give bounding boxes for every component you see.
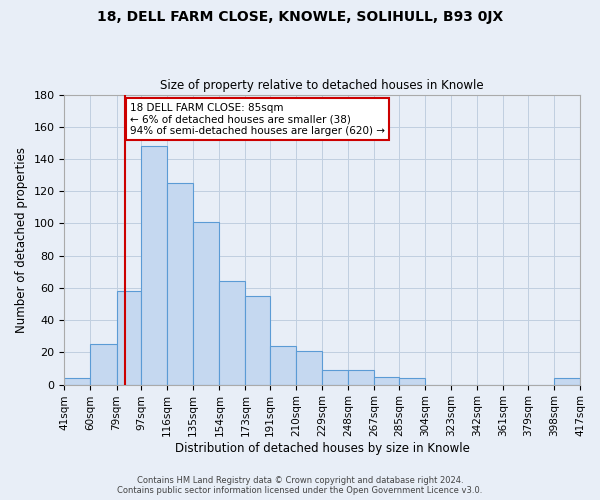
Bar xyxy=(322,370,348,384)
Bar xyxy=(193,222,220,384)
Bar xyxy=(270,346,296,385)
X-axis label: Distribution of detached houses by size in Knowle: Distribution of detached houses by size … xyxy=(175,442,470,455)
Bar xyxy=(399,378,425,384)
Bar xyxy=(374,376,399,384)
Y-axis label: Number of detached properties: Number of detached properties xyxy=(15,146,28,332)
Bar xyxy=(64,378,91,384)
Bar xyxy=(220,282,245,385)
Bar xyxy=(296,351,322,384)
Bar xyxy=(116,291,141,384)
Bar xyxy=(554,378,580,384)
Bar xyxy=(141,146,167,384)
Text: Contains HM Land Registry data © Crown copyright and database right 2024.
Contai: Contains HM Land Registry data © Crown c… xyxy=(118,476,482,495)
Bar xyxy=(245,296,270,384)
Bar xyxy=(91,344,116,385)
Bar xyxy=(167,183,193,384)
Text: 18, DELL FARM CLOSE, KNOWLE, SOLIHULL, B93 0JX: 18, DELL FARM CLOSE, KNOWLE, SOLIHULL, B… xyxy=(97,10,503,24)
Title: Size of property relative to detached houses in Knowle: Size of property relative to detached ho… xyxy=(160,79,484,92)
Text: 18 DELL FARM CLOSE: 85sqm
← 6% of detached houses are smaller (38)
94% of semi-d: 18 DELL FARM CLOSE: 85sqm ← 6% of detach… xyxy=(130,102,385,136)
Bar xyxy=(348,370,374,384)
